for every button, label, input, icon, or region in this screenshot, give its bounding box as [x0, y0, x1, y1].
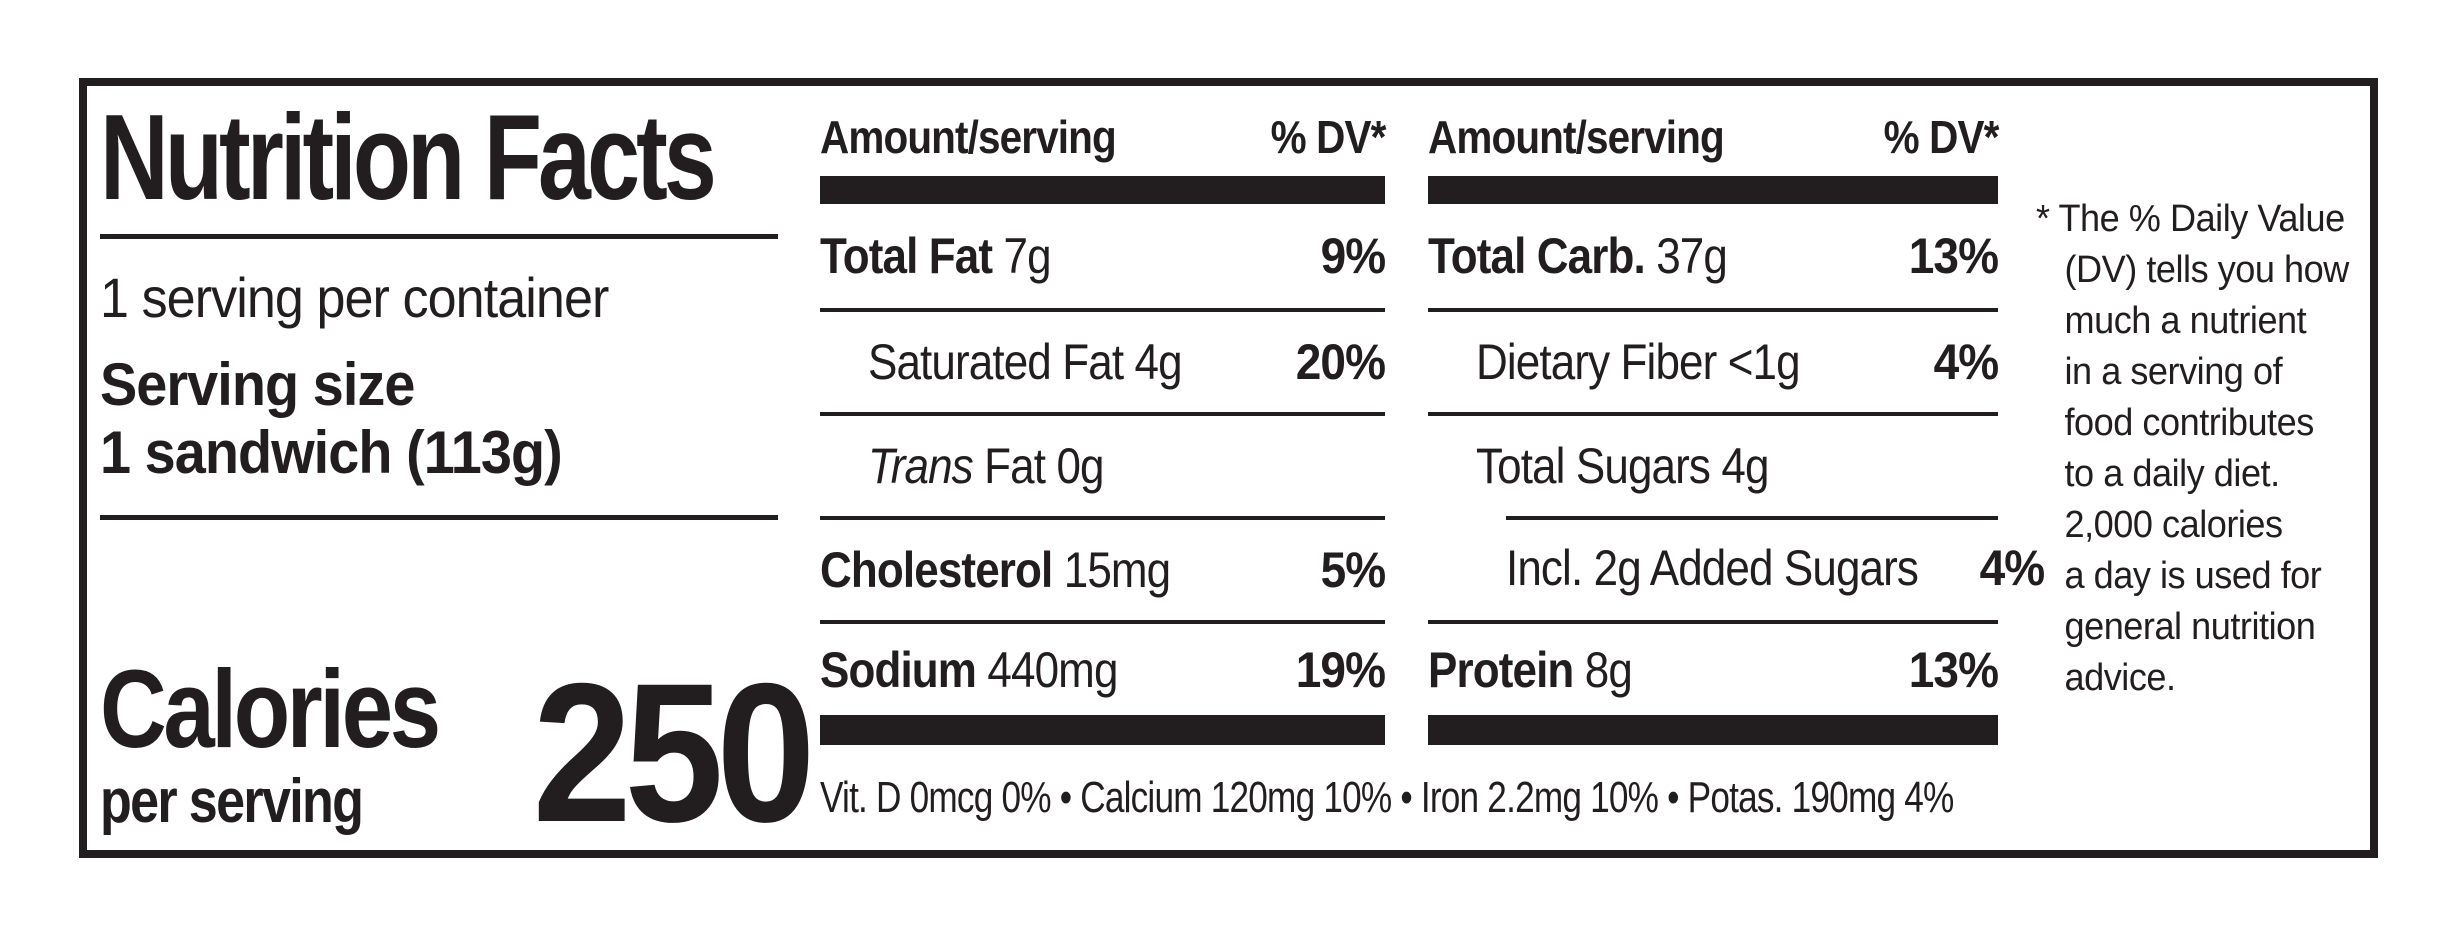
row-fat-0g: Trans Fat 0g	[820, 412, 1385, 516]
nutrient-daily-value: 4%	[1933, 334, 1999, 390]
column-header-dv: % DV*	[1270, 111, 1386, 163]
row-total-carb: Total Carb. 37g 13%	[1428, 204, 1999, 308]
nutrient-name: Cholesterol 15mg	[820, 542, 1171, 598]
row-total-fat: Total Fat 7g 9%	[820, 204, 1386, 308]
servings-per-container: 1 serving per container	[100, 266, 609, 329]
column-header-amount: Amount/serving	[1428, 111, 1725, 163]
serving-size-label: Serving size	[100, 351, 415, 418]
nutrient-daily-value: 4%	[1979, 540, 2046, 596]
micronutrient-line: Vit. D 0mcg 0% • Calcium 120mg 10% • Iro…	[820, 745, 1998, 850]
header-bar	[1428, 176, 1998, 204]
footer-bar	[820, 715, 1385, 745]
column-header-dv: % DV*	[1883, 111, 1999, 163]
column-header: Amount/serving % DV*	[820, 86, 1386, 176]
calories-words: Calories per serving	[100, 648, 502, 836]
calories-label: Calories	[100, 648, 441, 772]
row-dietary-fiber-1g: Dietary Fiber <1g 4%	[1428, 308, 1999, 412]
calories-section: Calories per serving 250	[100, 520, 820, 863]
nutrient-daily-value: 19%	[1295, 641, 1386, 698]
nutrient-name: Sodium 440mg	[820, 641, 1118, 698]
nutrient-column-fat-sodium: Amount/serving % DV* Total Fat 7g 9% Saturat…	[820, 86, 1386, 745]
nutrition-facts-label: Nutrition Facts 1 serving per container …	[79, 78, 2378, 858]
nutrient-column-carb-protein: Amount/serving % DV* Total Carb. 37g 13% Die…	[1428, 86, 2045, 745]
nutrient-daily-value: 13%	[1908, 641, 1999, 698]
nutrient-daily-value: 13%	[1908, 228, 1999, 284]
nutrient-daily-value: 9%	[1320, 228, 1386, 284]
nutrient-columns: Amount/serving % DV* Total Fat 7g 9% Saturat…	[820, 86, 2045, 745]
header-bar	[820, 176, 1385, 204]
calories-divider	[100, 515, 778, 520]
nutrient-name: Incl. 2g Added Sugars	[1506, 540, 1919, 596]
daily-value-footnote: * The % Daily Value (DV) tells you how m…	[2036, 198, 2349, 699]
title-underline	[100, 234, 778, 239]
nutrient-name: Protein 8g	[1428, 641, 1633, 698]
label-left-panel: Nutrition Facts 1 serving per container …	[87, 86, 820, 863]
nutrient-name: Dietary Fiber <1g	[1476, 334, 1801, 390]
row-saturated-fat-4g: Saturated Fat 4g 20%	[820, 308, 1386, 412]
row-protein: Protein 8g 13%	[1428, 620, 1999, 715]
row-cholesterol: Cholesterol 15mg 5%	[820, 516, 1386, 620]
footer-bar	[1428, 715, 1998, 745]
nutrient-daily-value: 5%	[1320, 542, 1386, 598]
nutrient-panel: Amount/serving % DV* Total Fat 7g 9% Saturat…	[820, 86, 2045, 850]
column-header: Amount/serving % DV*	[1428, 86, 1999, 176]
nutrient-daily-value: 20%	[1295, 334, 1386, 390]
serving-size-value: 1 sandwich (113g)	[100, 419, 563, 486]
row-total-sugars-4g: Total Sugars 4g	[1428, 412, 1998, 516]
nutrient-name: Total Sugars 4g	[1476, 438, 1769, 494]
row-sodium: Sodium 440mg 19%	[820, 620, 1386, 715]
column-header-amount: Amount/serving	[820, 111, 1117, 163]
nutrient-name: Saturated Fat 4g	[868, 334, 1183, 390]
nutrient-name: Trans Fat 0g	[868, 438, 1105, 494]
nutrient-name: Total Fat 7g	[820, 228, 1052, 284]
row-incl-2g-added-sugars: Incl. 2g Added Sugars 4%	[1428, 516, 2045, 620]
calories-value: 250	[532, 641, 816, 863]
calories-sublabel: per serving	[100, 766, 364, 836]
micronutrient-text: Vit. D 0mcg 0% • Calcium 120mg 10% • Iro…	[820, 772, 1954, 822]
page-title: Nutrition Facts	[100, 89, 717, 225]
nutrient-name: Total Carb. 37g	[1428, 228, 1728, 284]
